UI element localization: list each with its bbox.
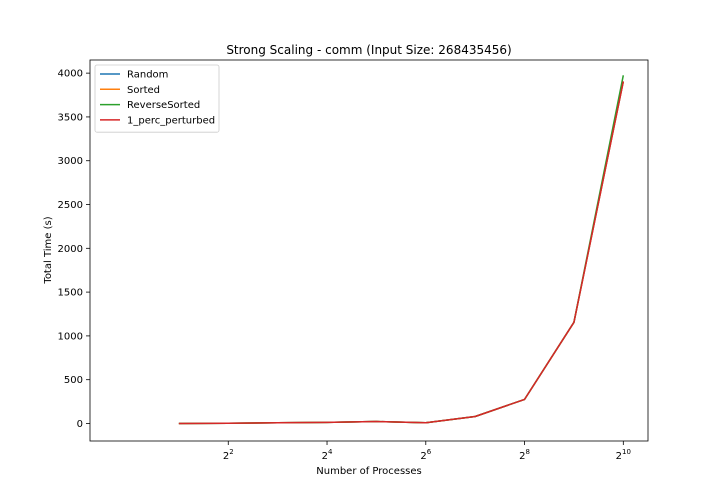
series-lines <box>178 75 625 425</box>
legend-label: Random <box>127 70 168 81</box>
y-tick-label: 1500 <box>58 288 83 299</box>
y-axis: 0 500 1000 1500 2000 2500 3000 3500 4000 <box>58 69 90 430</box>
y-tick-label: 500 <box>64 375 83 386</box>
x-axis-label: Number of Processes <box>316 466 421 477</box>
y-tick-label: 4000 <box>58 69 83 80</box>
x-tick-label: 22 <box>223 448 234 462</box>
y-tick-label: 3000 <box>58 156 83 167</box>
x-tick-base: 2 <box>420 451 426 462</box>
legend-label: 1_perc_perturbed <box>127 115 215 126</box>
y-tick-label: 2000 <box>58 244 83 255</box>
x-tick-exponent: 8 <box>526 448 530 456</box>
legend-box <box>94 64 220 133</box>
x-tick-exponent: 6 <box>427 448 432 456</box>
legend: Random Sorted ReverseSorted 1_perc_perturbe… <box>94 64 220 133</box>
x-axis: 22 24 26 28 210 <box>223 441 631 462</box>
y-tick-label: 2500 <box>58 200 83 211</box>
x-tick-base: 2 <box>223 451 229 462</box>
x-tick-label: 28 <box>519 448 530 462</box>
x-tick-label: 210 <box>616 448 631 462</box>
x-tick-label: 26 <box>420 448 431 462</box>
x-tick-base: 2 <box>616 451 622 462</box>
legend-label: ReverseSorted <box>127 100 200 111</box>
legend-label: Sorted <box>127 85 160 96</box>
x-tick-label: 24 <box>322 448 333 462</box>
x-tick-base: 2 <box>322 451 328 462</box>
x-tick-exponent: 10 <box>622 448 631 456</box>
y-tick-label: 3500 <box>58 112 83 123</box>
x-tick-exponent: 2 <box>229 448 233 456</box>
y-tick-label: 1000 <box>58 331 83 342</box>
x-tick-exponent: 4 <box>328 448 333 456</box>
chart-title: Strong Scaling - comm (Input Size: 26843… <box>226 43 511 57</box>
series-line-1_perc_perturbed <box>178 81 625 425</box>
x-tick-base: 2 <box>519 451 525 462</box>
y-axis-label: Total Time (s) <box>43 216 54 284</box>
y-tick-label: 0 <box>77 419 83 430</box>
